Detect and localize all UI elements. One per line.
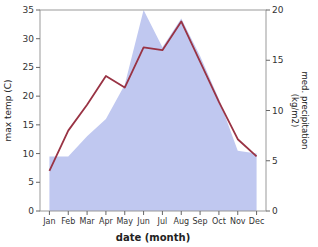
- y2-tick-label: 15: [272, 55, 283, 65]
- x-tick: [256, 211, 257, 215]
- x-tick-label: Sep: [193, 217, 208, 226]
- y-tick-label: 35: [23, 5, 34, 15]
- x-tick: [200, 211, 201, 215]
- y2-tick-label: 20: [272, 5, 284, 15]
- x-tick: [105, 211, 106, 215]
- x-tick-label: Apr: [99, 217, 114, 226]
- x-tick: [68, 211, 69, 215]
- y-tick-label: 0: [28, 206, 34, 216]
- chart: 0 5 10 15 20 25 30 35 0 5 10 15 20 Jan Feb MarAprMayJun…: [0, 0, 318, 247]
- x-tick: [162, 211, 163, 215]
- y2-axis-label-line: med. precipitation: [300, 72, 310, 150]
- y2-tick-label: 10: [272, 106, 284, 116]
- y-tick: [36, 67, 40, 68]
- y2-tick: [266, 211, 270, 212]
- x-tick: [124, 211, 125, 215]
- y-tick: [36, 10, 40, 11]
- y-tick-label: 10: [23, 149, 35, 159]
- x-tick: [181, 211, 182, 215]
- y2-tick: [266, 110, 270, 111]
- x-tick-label: Jul: [157, 217, 168, 226]
- x-tick: [237, 211, 238, 215]
- y2-tick-label: 0: [272, 206, 278, 216]
- x-tick: [87, 211, 88, 215]
- y-tick: [36, 96, 40, 97]
- x-tick-label: Mar: [80, 217, 96, 226]
- x-tick-label: Oct: [212, 217, 226, 226]
- y2-tick: [266, 60, 270, 61]
- y-tick: [36, 38, 40, 39]
- y-tick-label: 5: [28, 177, 34, 187]
- y2-tick: [266, 10, 270, 11]
- plot-area: [49, 10, 256, 211]
- y-tick-label: 30: [23, 34, 35, 44]
- y2-axis-label: med. precipitation(kg/m2): [290, 72, 310, 150]
- x-tick: [49, 211, 50, 215]
- x-tick-label: Dec: [249, 217, 264, 226]
- y-axis-label: max temp (C): [3, 79, 13, 141]
- x-tick-label: Jun: [136, 217, 150, 226]
- line: [49, 21, 256, 170]
- x-tick-label: Nov: [230, 217, 246, 226]
- area: [49, 10, 256, 211]
- y-tick: [36, 182, 40, 183]
- y-tick-label: 20: [23, 91, 35, 101]
- x-tick-label: Jan: [42, 217, 55, 226]
- x-tick-label: May: [116, 217, 133, 226]
- y-tick: [36, 153, 40, 154]
- x-tick: [218, 211, 219, 215]
- y-tick: [36, 124, 40, 125]
- y2-tick-label: 5: [272, 156, 278, 166]
- y-tick-label: 25: [23, 62, 34, 72]
- plot-frame: [40, 10, 266, 211]
- x-tick: [143, 211, 144, 215]
- y2-axis-label-line: (kg/m2): [290, 94, 300, 128]
- y-tick-label: 15: [23, 120, 34, 130]
- y-tick: [36, 211, 40, 212]
- x-tick-label: Aug: [173, 217, 189, 226]
- x-axis-label: date (month): [116, 232, 190, 243]
- x-tick-label: Feb: [61, 217, 75, 226]
- y2-tick: [266, 160, 270, 161]
